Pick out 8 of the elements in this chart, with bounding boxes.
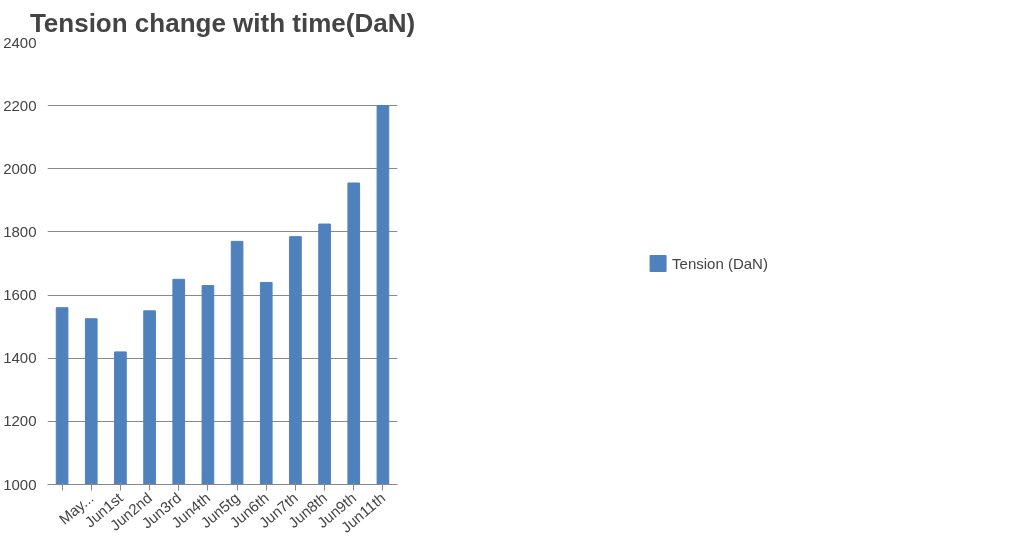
y-tick-label: 1800 [3, 222, 37, 240]
y-tick-label: 1200 [3, 412, 37, 430]
y-tick-label: 1400 [3, 349, 37, 367]
y-tick-label: 2200 [3, 96, 37, 114]
legend-label: Tension (DaN) [672, 254, 768, 272]
y-tick-label: 1000 [3, 475, 37, 493]
y-tick-label: 2000 [3, 159, 37, 177]
y-tick-label: 1600 [3, 286, 37, 304]
